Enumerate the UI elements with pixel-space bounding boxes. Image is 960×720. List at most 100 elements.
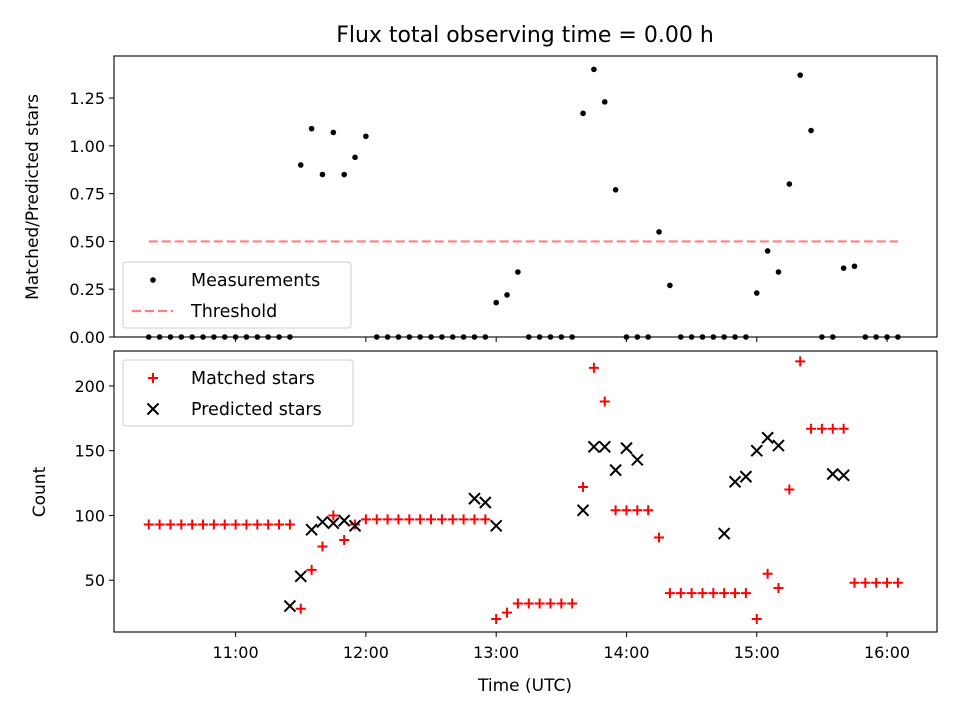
- data-point: [840, 265, 847, 271]
- top-y-axis-label: Matched/Predicted stars: [23, 94, 43, 300]
- x-tick-label: 15:00: [734, 643, 780, 662]
- x-tick-label: 13:00: [473, 643, 519, 662]
- bottom-axes: Time (UTC) Count 50 100 150 200 11:00 12:00 13…: [30, 350, 938, 696]
- axes-frame: [113, 350, 938, 633]
- x-tick-label: 16:00: [864, 643, 910, 662]
- data-point: [656, 229, 662, 235]
- data-point: [316, 515, 329, 529]
- y-tick-label: 200: [74, 377, 105, 396]
- data-point: [797, 72, 803, 78]
- data-point: [601, 99, 608, 105]
- data-point: [339, 535, 350, 546]
- data-point: [341, 171, 347, 178]
- data-point: [784, 484, 795, 495]
- data-point: [664, 588, 675, 599]
- data-point: [308, 125, 315, 132]
- data-point: [327, 517, 340, 530]
- data-point: [241, 519, 252, 530]
- data-point: [750, 444, 763, 457]
- data-point: [515, 269, 521, 275]
- legend-box: [122, 261, 352, 329]
- data-point: [786, 181, 793, 187]
- data-point: [772, 439, 785, 452]
- data-point: [328, 510, 339, 521]
- data-point: [502, 607, 513, 618]
- data-point: [230, 519, 241, 530]
- data-point: [795, 356, 806, 367]
- data-point: [816, 423, 827, 434]
- data-point: [504, 292, 510, 298]
- data-point: [851, 263, 858, 270]
- data-point: [479, 496, 492, 509]
- data-point: [493, 299, 499, 306]
- data-point: [360, 514, 371, 525]
- y-tick-label: 0.00: [69, 328, 105, 347]
- y-tick-label: 0.75: [69, 185, 105, 204]
- data-point: [808, 127, 814, 134]
- data-point: [283, 599, 297, 613]
- legend-label: Predicted stars: [191, 400, 322, 420]
- data-point: [882, 577, 893, 588]
- data-point: [761, 431, 774, 444]
- legend-label: Matched stars: [191, 369, 315, 389]
- data-point: [827, 423, 838, 434]
- data-point: [294, 570, 307, 583]
- data-point: [165, 519, 176, 530]
- data-point: [708, 588, 719, 599]
- data-point: [567, 598, 578, 609]
- data-point: [654, 532, 665, 543]
- data-point: [447, 514, 458, 525]
- data-point: [143, 519, 154, 530]
- data-point: [643, 505, 654, 516]
- data-point: [775, 269, 782, 275]
- y-tick-label: 50: [85, 571, 105, 590]
- data-point: [284, 519, 295, 530]
- data-point: [208, 519, 219, 530]
- data-point: [730, 588, 741, 599]
- x-tick-label: 14:00: [603, 643, 649, 662]
- data-point: [837, 469, 850, 482]
- data-point: [319, 171, 326, 178]
- data-point: [176, 519, 187, 530]
- data-point: [545, 598, 556, 609]
- data-point: [667, 282, 673, 289]
- legend-box: [122, 359, 354, 427]
- data-point: [728, 475, 742, 488]
- data-point: [609, 463, 622, 477]
- data-point: [591, 66, 597, 73]
- data-point: [480, 514, 491, 525]
- data-point: [578, 481, 589, 492]
- data-point: [632, 505, 643, 516]
- data-point: [382, 514, 393, 525]
- data-point: [305, 523, 318, 536]
- top-chart-title: Flux total observing time = 0.00 h: [336, 23, 714, 48]
- data-point: [404, 514, 415, 525]
- legend-label: Threshold: [190, 302, 277, 322]
- data-point: [154, 519, 165, 530]
- bottom-y-axis-label: Count: [30, 466, 50, 517]
- data-point: [773, 582, 784, 593]
- data-point: [348, 519, 362, 533]
- y-tick-label: 100: [74, 506, 105, 525]
- legend-marker: [146, 402, 160, 416]
- data-point: [588, 362, 599, 373]
- data-point: [740, 588, 751, 599]
- data-point: [469, 514, 480, 525]
- data-point: [612, 187, 619, 193]
- top-axes: Flux total observing time = 0.00 h Match…: [23, 23, 938, 347]
- data-point: [491, 614, 502, 625]
- y-tick-label: 1.00: [69, 137, 105, 156]
- data-point: [739, 470, 753, 483]
- data-point: [297, 162, 304, 168]
- x-tick-label: 11:00: [213, 643, 259, 662]
- data-point: [719, 588, 730, 599]
- data-point: [436, 514, 447, 525]
- top-plot-area: [113, 55, 938, 340]
- data-point: [337, 514, 351, 527]
- data-point: [686, 588, 697, 599]
- data-point: [838, 423, 849, 434]
- data-point: [753, 290, 760, 296]
- data-point: [393, 514, 404, 525]
- axes-frame: [113, 55, 938, 338]
- data-point: [826, 467, 839, 481]
